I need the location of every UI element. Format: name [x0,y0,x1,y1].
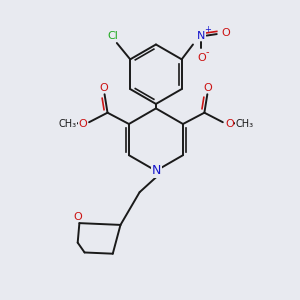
Text: O: O [221,28,230,38]
Text: O: O [78,119,87,129]
Text: O: O [225,119,234,129]
Text: -: - [206,47,209,58]
Text: O: O [100,83,108,93]
Text: N: N [152,164,161,177]
Text: Cl: Cl [108,32,119,41]
Text: O: O [197,52,206,63]
Text: O: O [204,83,212,93]
Text: O: O [74,212,82,222]
Text: CH₃: CH₃ [236,119,253,129]
Text: N: N [197,31,206,40]
Text: CH₃: CH₃ [58,119,76,129]
Text: +: + [204,25,211,34]
